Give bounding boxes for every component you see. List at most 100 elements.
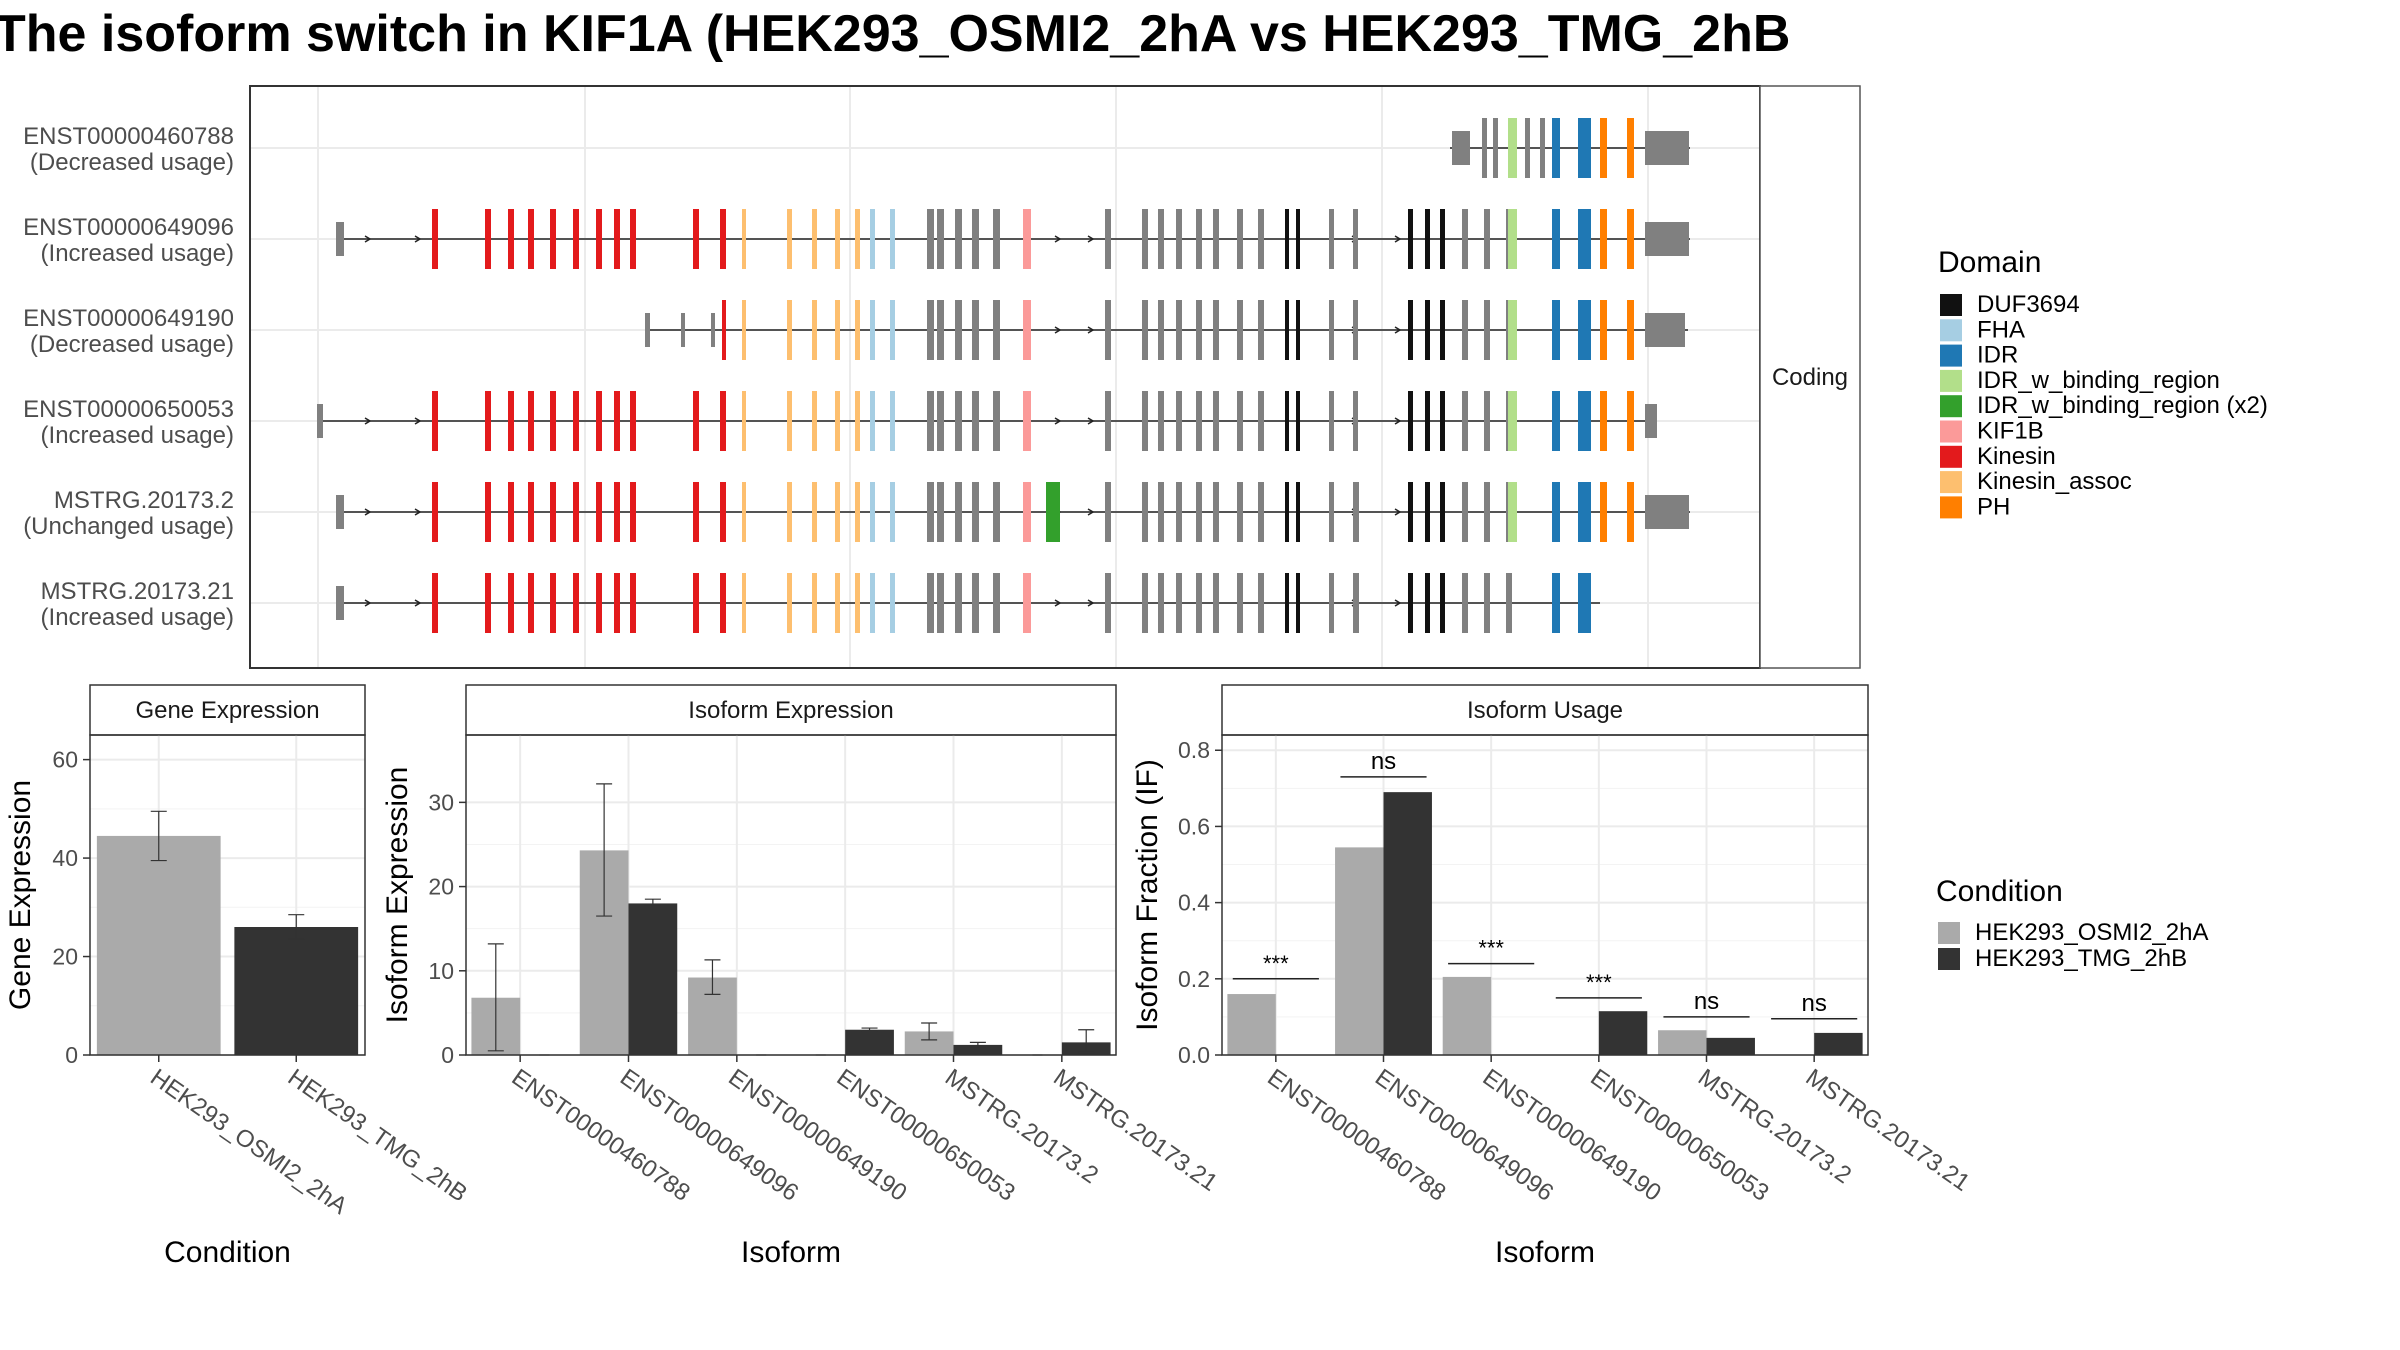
exon: [1440, 300, 1445, 360]
exon: [1356, 573, 1359, 633]
exon: [1583, 209, 1591, 269]
exon: [1440, 209, 1445, 269]
strand-arrow: [364, 417, 372, 425]
x-axis-title: Condition: [164, 1236, 291, 1269]
exon: [1176, 300, 1182, 360]
transcript-MSTRG.20173.2: [336, 482, 1690, 542]
exon: [1329, 391, 1334, 451]
exon: [993, 391, 1000, 451]
exon: [1552, 300, 1560, 360]
significance-label: ns: [1694, 988, 1719, 1015]
isoform-expression-panel: Isoform Expression 0 10 20 30 ENST00000460788…: [381, 684, 1222, 1269]
exon: [1046, 482, 1060, 542]
facet-strip: [1759, 85, 1861, 669]
exon: [596, 391, 602, 451]
exon: [927, 209, 934, 269]
facet-strip-label: Coding: [1772, 364, 1848, 391]
x-tick-label: ENST00000650053: [1585, 1064, 1773, 1207]
exon: [1023, 573, 1031, 633]
exon: [1508, 482, 1517, 542]
exon: [1583, 482, 1591, 542]
exon: [485, 209, 491, 269]
exon: [1237, 391, 1243, 451]
exon: [1213, 391, 1219, 451]
exon: [1158, 391, 1164, 451]
significance-label: ***: [1263, 951, 1289, 976]
legend-label: FHA: [1977, 316, 2025, 343]
exon: [1329, 300, 1334, 360]
exon: [720, 482, 726, 542]
exon: [1285, 482, 1289, 542]
isoform-row-label: MSTRG.20173.2(Unchanged usage): [23, 487, 234, 540]
exon: [1627, 391, 1634, 451]
exon: [432, 482, 438, 542]
exon: [693, 482, 699, 542]
exon: [890, 482, 895, 542]
exon: [485, 573, 491, 633]
strand-arrow: [1054, 326, 1062, 334]
exon: [693, 573, 699, 633]
condition-label: HEK293_TMG_2hB: [1975, 945, 2187, 972]
exon: [1583, 118, 1591, 178]
exon: [927, 482, 934, 542]
exon: [1484, 391, 1490, 451]
exon: [693, 209, 699, 269]
bar-enst00000649096: [1335, 847, 1384, 1055]
exon: [1353, 391, 1358, 451]
transcript-ENST00000649096: [336, 209, 1690, 269]
strand-arrow: [1394, 326, 1402, 334]
strand-arrow: [364, 508, 372, 516]
legend-label: IDR_w_binding_region: [1977, 367, 2220, 394]
exon: [937, 209, 944, 269]
exon: [1425, 482, 1430, 542]
exon: [508, 209, 514, 269]
strand-arrow: [1087, 599, 1095, 607]
legend-key-kif1b: [1940, 420, 1962, 443]
exon: [937, 482, 944, 542]
exon: [1285, 391, 1289, 451]
exon: [1158, 300, 1164, 360]
exon: [1493, 118, 1498, 178]
exon: [835, 209, 840, 269]
strand-arrow: [1054, 235, 1062, 243]
exon: [1408, 209, 1413, 269]
exon: [550, 573, 556, 633]
panel-strip: [1221, 684, 1869, 736]
exon: [1105, 573, 1111, 633]
exon: [890, 300, 895, 360]
exon: [972, 391, 979, 451]
exon: [573, 391, 579, 451]
y-tick-label: 60: [52, 747, 78, 773]
x-tick-label: ENST00000460788: [507, 1064, 695, 1207]
utr-exon: [336, 495, 344, 529]
bar-enst00000650053: [845, 1029, 894, 1055]
panel-border: [89, 734, 366, 1056]
exon: [432, 573, 438, 633]
legend-key-idr-w-binding-region: [1940, 369, 1962, 392]
exon: [835, 573, 840, 633]
panel-strip-label: Isoform Expression: [688, 697, 893, 724]
utr-exon: [1645, 313, 1685, 347]
y-tick-label: 0.8: [1178, 737, 1210, 763]
exon: [1408, 573, 1413, 633]
isoform-usage-label: (Decreased usage): [30, 149, 234, 176]
bar-enst00000649096: [628, 903, 678, 1055]
exon: [1196, 391, 1202, 451]
exon: [630, 482, 636, 542]
exon: [1425, 209, 1430, 269]
exon: [1600, 482, 1607, 542]
exon: [1484, 482, 1490, 542]
exon: [432, 209, 438, 269]
exon: [812, 300, 817, 360]
exon: [972, 482, 979, 542]
y-tick-label: 0.4: [1178, 890, 1210, 916]
exon: [1258, 573, 1264, 633]
exon: [630, 573, 636, 633]
isoform-usage-label: (Increased usage): [41, 422, 234, 449]
exon: [1329, 209, 1334, 269]
exon: [1176, 482, 1182, 542]
isoform-usage-label: (Increased usage): [41, 604, 234, 631]
x-tick-label: ENST00000649190: [723, 1064, 911, 1207]
exon: [1578, 118, 1586, 178]
exon: [528, 209, 534, 269]
